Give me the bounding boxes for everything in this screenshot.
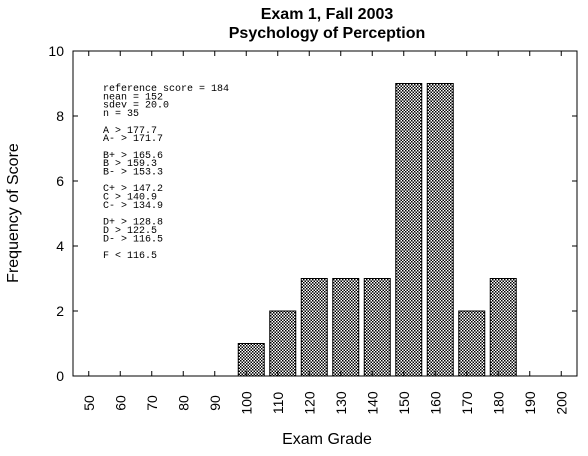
stats-line: C > 140.9: [103, 193, 157, 204]
chart-subtitle: Psychology of Perception: [229, 25, 425, 42]
stats-line: A > 177.7: [103, 126, 157, 137]
stats-line: D- > 116.5: [103, 234, 163, 245]
x-tick-label-170: 170: [459, 391, 475, 415]
bar-110: [269, 310, 297, 377]
x-tick-label-60: 60: [112, 395, 128, 411]
x-tick-label-200: 200: [553, 391, 569, 415]
stats-line: B- > 153.3: [103, 168, 163, 179]
stats-line: A- > 171.7: [103, 134, 163, 145]
stats-line: B > 159.3: [103, 159, 157, 170]
x-tick-label-180: 180: [490, 391, 506, 415]
y-axis-ticks: 0 2 4 6 8 10: [48, 43, 577, 384]
x-axis-label: Exam Grade: [282, 431, 372, 448]
stats-line: B+ > 165.6: [103, 151, 163, 162]
x-tick-label-150: 150: [396, 391, 412, 415]
stats-line: C+ > 147.2: [103, 184, 163, 195]
stats-line: nean = 152: [103, 92, 163, 103]
bar-120: [300, 278, 328, 377]
x-tick-label-190: 190: [522, 391, 538, 415]
bar-150: [395, 83, 423, 377]
y-tick-label-2: 2: [56, 303, 64, 319]
chart-title: Exam 1, Fall 2003: [261, 6, 394, 23]
y-tick-label-8: 8: [56, 108, 64, 124]
y-tick-label-10: 10: [48, 43, 64, 59]
x-tick-label-110: 110: [270, 392, 286, 415]
bar-160: [426, 83, 454, 377]
y-axis-label: Frequency of Score: [5, 143, 22, 283]
stats-line: D+ > 128.8: [103, 218, 163, 229]
y-tick-label-4: 4: [56, 238, 64, 254]
x-tick-label-70: 70: [144, 395, 160, 411]
x-tick-label-120: 120: [301, 391, 317, 415]
bar-180: [489, 278, 517, 377]
stats-text-block: reference score = 184 nean = 152 sdev = 20…: [103, 83, 229, 262]
stats-line: sdev = 20.0: [103, 100, 169, 112]
x-tick-label-50: 50: [81, 395, 97, 411]
bar-130: [332, 278, 360, 377]
y-tick-label-6: 6: [56, 173, 64, 189]
x-tick-label-90: 90: [207, 395, 223, 411]
bar-100: [237, 343, 265, 377]
bars-group: [237, 83, 517, 377]
stats-line: reference score = 184: [103, 83, 229, 95]
bar-140: [363, 278, 391, 377]
y-tick-label-0: 0: [56, 368, 64, 384]
bar-170: [458, 310, 486, 377]
x-tick-label-160: 160: [427, 391, 443, 415]
x-tick-label-80: 80: [175, 395, 191, 411]
stats-line: C- > 134.9: [103, 201, 163, 212]
stats-line: F < 116.5: [103, 251, 157, 262]
stats-line: D > 122.5: [103, 226, 157, 237]
stats-line: n = 35: [103, 109, 139, 120]
x-tick-label-140: 140: [364, 391, 380, 415]
x-axis-ticks: 50 60 70 80 90 100 110 120 130 140 150 160 170 180 190…: [81, 51, 569, 415]
x-tick-label-100: 100: [238, 391, 254, 415]
x-tick-label-130: 130: [333, 391, 349, 415]
